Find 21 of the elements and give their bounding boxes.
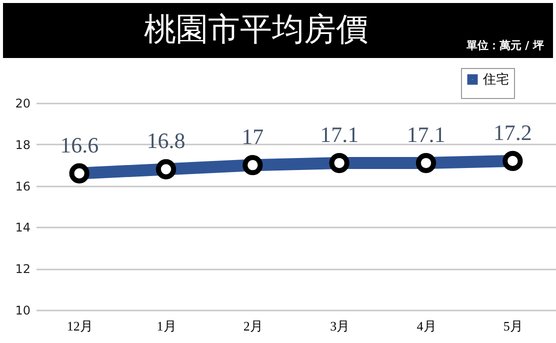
data-label: 16.6 [60,132,99,158]
y-tick-label: 14 [15,220,30,235]
data-label: 17.1 [406,122,446,148]
y-tick-label: 18 [15,138,30,152]
data-label: 17 [242,124,264,150]
y-tick-label: 20 [15,96,30,110]
data-label: 17.2 [493,120,532,145]
x-tick-label: 3月 [330,318,350,334]
data-label: 16.8 [146,128,186,154]
chart-subtitle: 單位：萬元 / 坪 [465,39,544,52]
y-tick-label: 12 [15,262,30,276]
data-label: 17.1 [320,122,359,148]
x-tick-label: 1月 [156,318,176,334]
legend-label: 住宅 [482,72,509,86]
x-tick-label: 12月 [66,318,93,334]
x-tick-label: 5月 [503,318,523,334]
x-tick-label: 2月 [243,318,263,334]
y-tick-label: 10 [15,304,30,318]
chart-title: 桃園市平均房價 [144,11,368,47]
y-tick-label: 16 [15,179,30,194]
x-tick-label: 4月 [416,318,436,334]
